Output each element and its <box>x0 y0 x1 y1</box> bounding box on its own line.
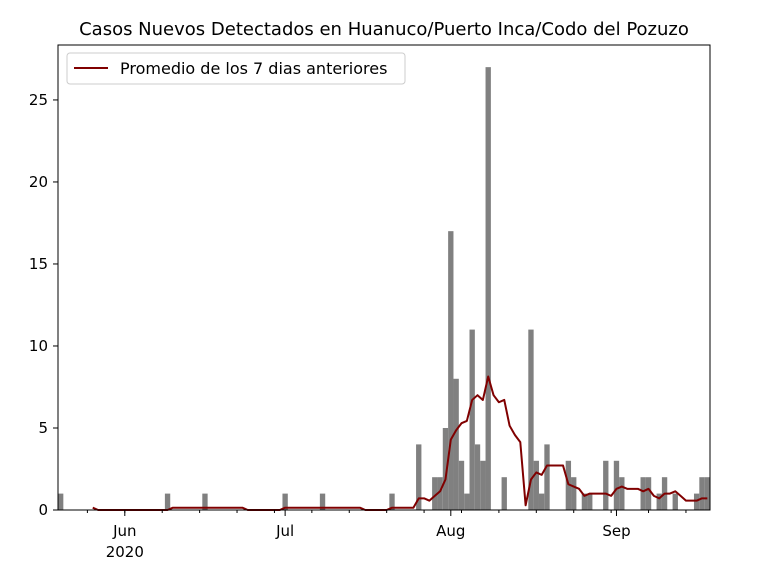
y-axis: 0 5 10 15 20 25 <box>29 91 58 519</box>
x-tick-label: Sep <box>602 522 630 540</box>
x-tick-label: Aug <box>436 522 465 540</box>
bar <box>480 460 486 510</box>
y-tick-label: 10 <box>29 337 48 355</box>
y-tick-label: 25 <box>29 91 48 109</box>
bar <box>458 460 465 510</box>
bar <box>437 477 443 510</box>
bar <box>469 329 475 510</box>
bar <box>613 460 620 510</box>
legend-label: Promedio de los 7 dias anteriores <box>120 59 387 78</box>
legend-box <box>66 52 406 85</box>
bar <box>656 493 662 510</box>
bar <box>448 231 454 510</box>
bar <box>565 460 572 510</box>
legend: Promedio de los 7 dias anteriores <box>66 52 406 85</box>
bar <box>645 477 652 510</box>
x-tick-label: Jul <box>275 522 294 540</box>
series-line-moving-average <box>92 375 708 511</box>
y-tick-label: 5 <box>38 419 48 437</box>
bar <box>464 493 470 510</box>
bar <box>389 493 395 510</box>
bar <box>544 444 550 510</box>
bar <box>164 493 171 510</box>
bar <box>432 477 438 510</box>
bar <box>282 493 288 510</box>
bar <box>693 493 700 510</box>
bar <box>58 493 64 510</box>
x-tick-label: Jun <box>112 522 136 540</box>
x-year-label: 2020 <box>106 543 144 561</box>
bar <box>501 477 507 510</box>
bar <box>619 477 625 510</box>
bar <box>319 493 326 510</box>
bar <box>704 477 710 510</box>
bar <box>485 67 491 510</box>
bar <box>474 444 481 510</box>
line-layer <box>92 375 708 511</box>
bar <box>603 460 609 510</box>
bar <box>581 493 588 510</box>
plot-frame <box>57 44 711 511</box>
bars-layer <box>58 67 710 510</box>
y-tick-label: 15 <box>29 255 48 273</box>
bar <box>416 444 422 510</box>
chart-title: Casos Nuevos Detectados en Huanuco/Puert… <box>79 19 689 40</box>
bar <box>442 427 449 510</box>
bar <box>571 477 577 510</box>
y-tick-label: 0 <box>38 501 48 519</box>
bar <box>538 493 545 510</box>
bar <box>453 378 459 510</box>
bar <box>587 493 593 510</box>
bar <box>640 477 646 510</box>
bar <box>528 329 534 510</box>
bar <box>672 493 678 510</box>
y-tick-label: 20 <box>29 173 48 191</box>
x-axis: Jun 2020 Jul Aug Sep <box>86 510 687 561</box>
bar <box>533 460 539 510</box>
bar <box>699 477 705 510</box>
bar <box>202 493 208 510</box>
